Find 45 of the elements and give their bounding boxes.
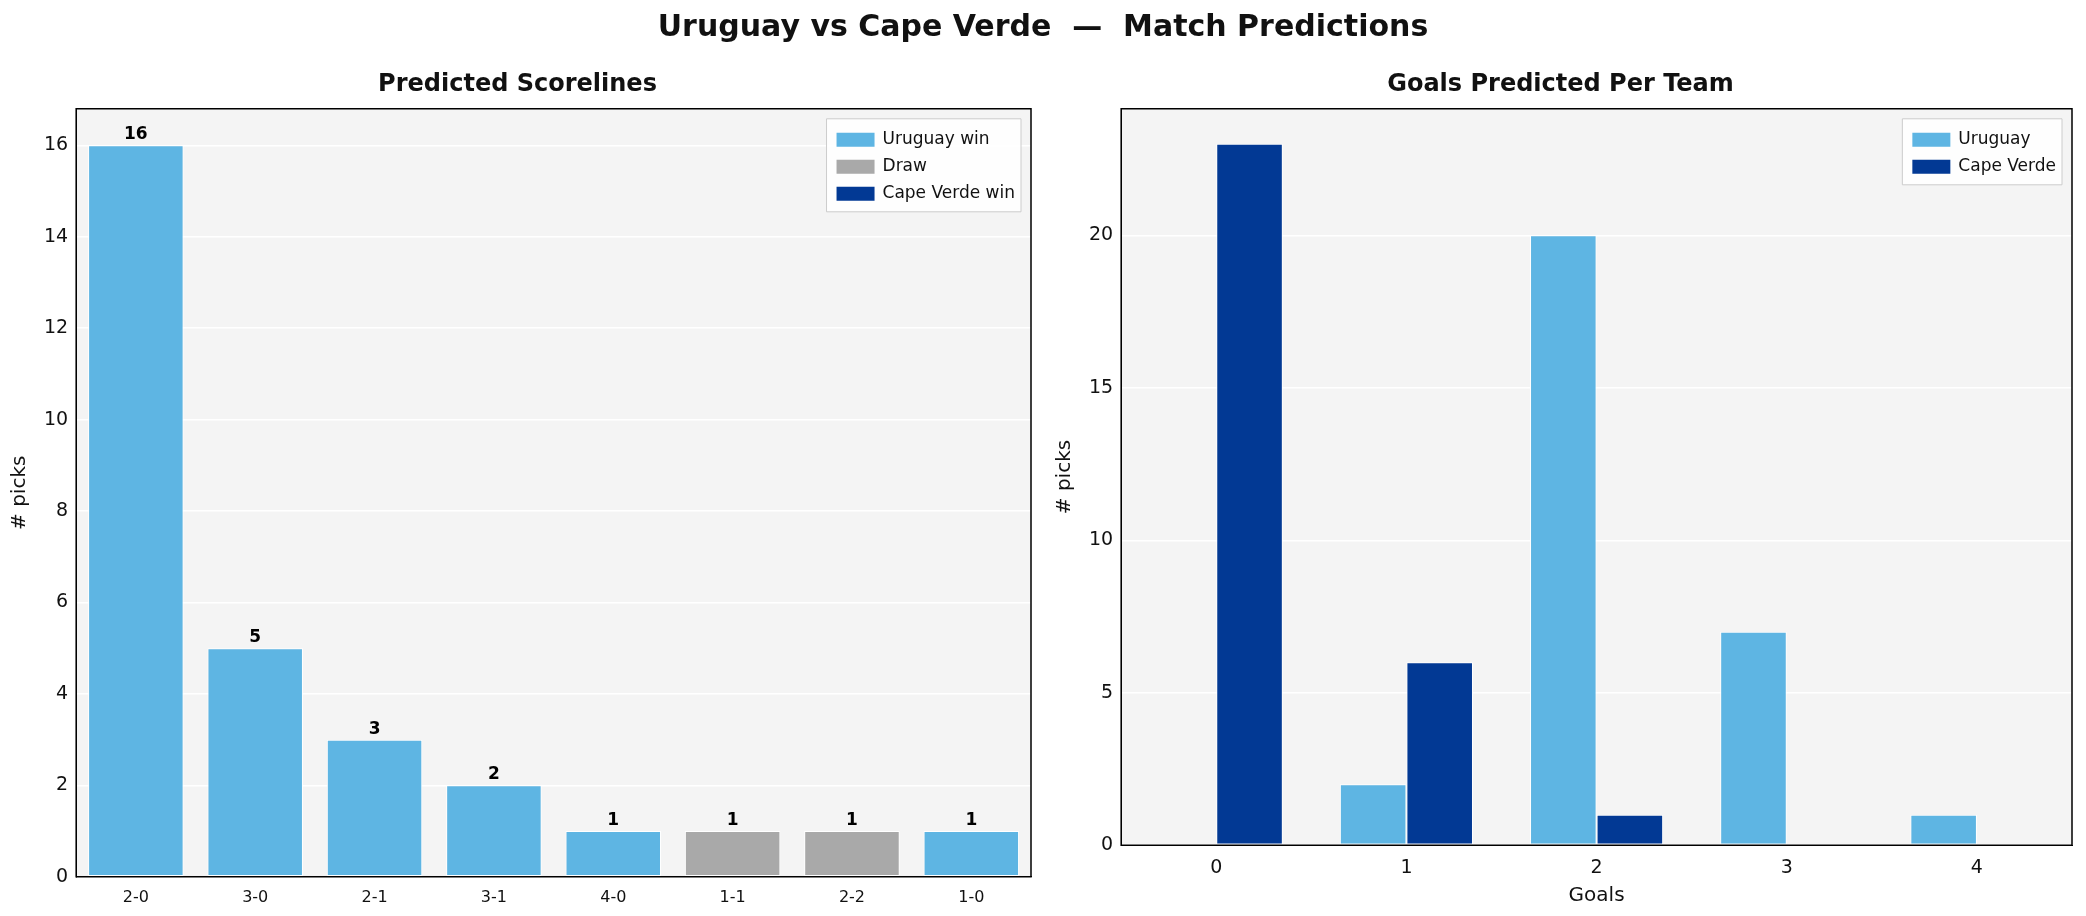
- y-axis-title: # picks: [6, 455, 31, 530]
- y-axis-title: # picks: [1051, 439, 1076, 515]
- y-tick-label: 10: [43, 406, 69, 429]
- y-tick-label: 14: [43, 223, 69, 246]
- x-tick-label: 1-1: [719, 886, 746, 906]
- legend-label: Uruguay: [1958, 128, 2031, 149]
- data-label: 1: [846, 809, 858, 830]
- y-tick-label: 15: [1088, 374, 1114, 397]
- y-tick-label: 0: [1101, 832, 1114, 855]
- y-tick-label: 5: [1101, 679, 1114, 702]
- x-tick-label: 1-0: [958, 886, 985, 906]
- chart-title: Goals Predicted Per Team: [1387, 68, 1734, 97]
- data-label: 1: [726, 809, 739, 830]
- y-tick-label: 20: [1088, 222, 1114, 245]
- data-label: 1: [607, 809, 620, 830]
- legend-label: Uruguay win: [882, 128, 990, 149]
- data-label: 16: [124, 123, 148, 144]
- legend-label: Draw: [882, 155, 928, 176]
- x-axis-title: Goals: [1568, 882, 1625, 907]
- data-label: 2: [487, 763, 500, 784]
- x-tick-label: 3: [1780, 854, 1793, 877]
- x-tick-label: 0: [1210, 854, 1223, 877]
- y-tick-label: 6: [56, 589, 69, 612]
- x-tick-label: 2: [1590, 854, 1603, 877]
- chart-title: Predicted Scorelines: [378, 68, 657, 97]
- data-label: 5: [249, 626, 262, 647]
- x-tick-label: 3-0: [242, 886, 269, 906]
- x-tick-label: 2-0: [122, 886, 149, 906]
- data-label: 1: [965, 809, 978, 830]
- y-tick-label: 8: [56, 498, 69, 521]
- y-tick-label: 10: [1088, 527, 1114, 550]
- text: Uruguay vs Cape Verde — Match Predictions: [656, 8, 1430, 43]
- x-tick-label: 4-0: [600, 886, 627, 906]
- x-tick-label: 1: [1400, 854, 1413, 877]
- y-tick-label: 2: [56, 772, 69, 795]
- legend-label: Cape Verde win: [882, 182, 1016, 203]
- y-tick-label: 16: [43, 132, 69, 155]
- x-tick-label: 2-2: [838, 886, 866, 906]
- data-label: 3: [368, 717, 381, 738]
- legend-label: Cape Verde: [1958, 155, 2057, 176]
- x-tick-label: 2-1: [361, 886, 388, 906]
- y-tick-label: 12: [43, 315, 69, 338]
- x-tick-label: 3-1: [480, 886, 507, 906]
- y-tick-label: 4: [56, 680, 69, 703]
- x-tick-label: 4: [1970, 854, 1983, 877]
